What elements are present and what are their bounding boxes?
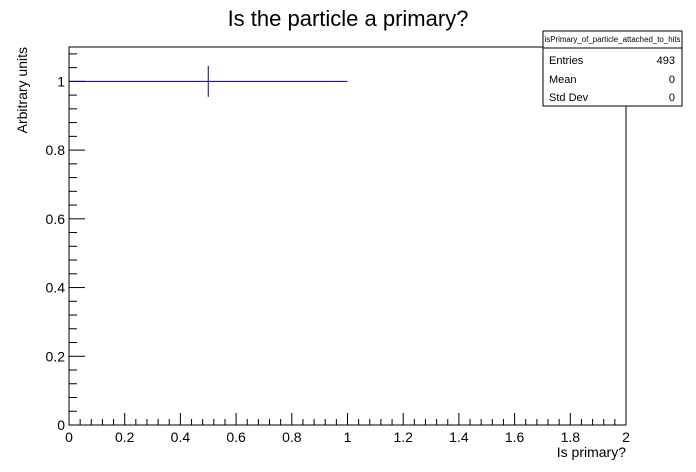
stats-stddev-value: 0 (669, 92, 675, 104)
x-axis-label: Is primary? (557, 444, 626, 460)
stats-mean-label: Mean (549, 74, 577, 86)
x-tick-label: 1.4 (449, 429, 469, 445)
x-tick-label: 0.8 (282, 429, 302, 445)
y-tick-label: 0.2 (46, 348, 66, 364)
y-tick-label: 0.6 (46, 211, 66, 227)
y-axis-label: Arbitrary units (14, 47, 30, 133)
histogram-bins (69, 65, 348, 97)
stats-entries-label: Entries (549, 55, 584, 67)
stats-box-frame (542, 30, 683, 107)
plot-frame (68, 46, 627, 426)
x-tick-label: 2 (622, 429, 630, 445)
x-tick-label: 1.6 (505, 429, 525, 445)
x-axis-tick-labels: 0 0.2 0.4 0.6 0.8 1 1.2 1.4 1.6 1.8 2 (65, 429, 630, 445)
stats-mean-value: 0 (669, 74, 675, 86)
x-tick-label: 1.2 (393, 429, 413, 445)
stats-box-name: isPrimary_of_particle_attached_to_hits (545, 35, 681, 44)
y-axis-ticks (69, 53, 85, 426)
x-tick-label: 1.8 (561, 429, 581, 445)
chart-title: Is the particle a primary? (228, 6, 469, 31)
y-tick-label: 0 (57, 417, 65, 433)
stats-box: isPrimary_of_particle_attached_to_hits E… (542, 30, 683, 107)
x-tick-label: 0 (65, 429, 73, 445)
y-tick-label: 0.4 (46, 280, 66, 296)
stats-stddev-label: Std Dev (549, 92, 589, 104)
x-tick-label: 0.2 (115, 429, 135, 445)
y-axis-tick-labels: 0 0.2 0.4 0.6 0.8 1 (46, 73, 66, 433)
x-tick-label: 0.6 (226, 429, 246, 445)
x-axis-ticks (68, 413, 627, 425)
y-tick-label: 0.8 (46, 142, 66, 158)
x-tick-label: 0.4 (171, 429, 191, 445)
stats-entries-value: 493 (657, 55, 675, 67)
y-tick-label: 1 (57, 73, 65, 89)
x-tick-label: 1 (344, 429, 352, 445)
